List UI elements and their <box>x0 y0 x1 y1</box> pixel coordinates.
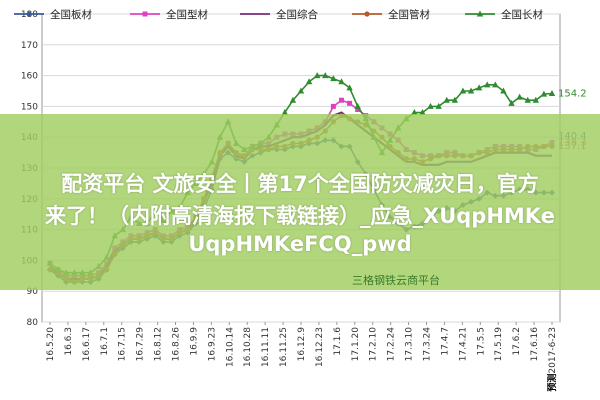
y-tick-label: 160 <box>21 72 38 82</box>
data-point <box>411 109 418 116</box>
data-point <box>508 99 515 106</box>
data-point <box>500 87 507 94</box>
data-point <box>532 96 540 103</box>
x-tick-label: 17.5.19 <box>494 327 504 362</box>
data-point <box>330 75 337 82</box>
legend-label: 全国综合 <box>276 8 318 21</box>
x-tick-label: 16.6.3 <box>64 327 74 356</box>
data-point <box>347 100 353 106</box>
x-tick-label: 16.5.20 <box>46 327 56 362</box>
x-tick-label: 16.9.9 <box>189 327 199 356</box>
x-tick-label: 16.9.23 <box>207 327 217 361</box>
data-point <box>492 81 499 88</box>
x-tick-label: 17.3.24 <box>423 327 433 362</box>
data-point <box>516 93 523 100</box>
data-point <box>330 103 336 109</box>
data-point <box>427 102 434 109</box>
end-value-label: 154.2 <box>558 88 587 99</box>
legend-swatch-marker <box>476 10 484 17</box>
x-tick-label: 16.12.23 <box>315 327 325 367</box>
data-point <box>313 72 321 79</box>
y-tick-label: 170 <box>21 41 38 51</box>
legend-label: 全国板材 <box>50 8 92 21</box>
x-tick-label: 17.6.16 <box>530 327 540 362</box>
data-point <box>346 84 353 91</box>
source-watermark: 三格钢铁云商平台 <box>352 274 440 287</box>
data-point <box>322 72 329 79</box>
data-point <box>475 84 483 91</box>
y-tick-label: 150 <box>21 102 38 112</box>
x-tick-label: 16.8.12 <box>154 327 164 361</box>
x-tick-label: 16.7.29 <box>136 327 146 362</box>
x-tick-label: 16.7.15 <box>118 327 128 361</box>
x-tick-label: 17.1.20 <box>351 327 361 362</box>
x-tick-label: 17.4.21 <box>458 327 468 361</box>
data-point <box>548 89 556 96</box>
x-tick-label: 17.4.7 <box>440 327 450 356</box>
x-tick-label: 17.2.10 <box>369 327 379 362</box>
x-tick-label: 17.6.2 <box>512 327 522 356</box>
legend-swatch-marker <box>364 11 370 17</box>
legend-swatch-marker <box>142 11 148 17</box>
legend-swatch-marker <box>26 11 32 17</box>
x-tick-label: 16.10.28 <box>243 327 253 367</box>
x-tick-label: 预测2017-6-23 <box>546 327 558 392</box>
data-point <box>305 78 313 85</box>
legend-label: 全国管材 <box>388 8 430 21</box>
x-tick-label: 16.11.25 <box>279 327 289 367</box>
x-tick-label: 17.2.24 <box>387 327 397 362</box>
x-tick-label: 16.6.17 <box>82 327 92 361</box>
data-point <box>289 96 297 103</box>
data-point <box>297 87 305 94</box>
x-tick-label: 17.5.5 <box>476 327 486 356</box>
data-point <box>467 87 475 94</box>
data-point <box>338 97 344 103</box>
y-tick-label: 80 <box>27 318 39 328</box>
data-point <box>540 90 548 97</box>
data-point <box>524 96 531 103</box>
overlay-line-1: 配资平台 文旅安全丨第17个全国防灾减灾日，官方 <box>61 172 539 196</box>
forecast-prefix: 预测 <box>546 374 558 392</box>
data-point <box>419 109 426 116</box>
data-point <box>459 87 467 94</box>
data-point <box>338 78 345 85</box>
legend-label: 全国型材 <box>166 8 208 21</box>
x-tick-label: 17.3.10 <box>405 327 415 362</box>
y-tick-label: 90 <box>27 287 39 297</box>
forecast-date: 2017-6-23 <box>548 327 558 374</box>
x-tick-label: 16.12.9 <box>297 327 307 362</box>
data-point <box>443 96 450 103</box>
data-point <box>451 96 459 103</box>
data-point <box>435 102 442 109</box>
data-point <box>354 102 361 109</box>
x-tick-label: 16.7.1 <box>100 327 110 356</box>
legend-label: 全国长材 <box>501 8 543 21</box>
x-tick-label: 17.1.6 <box>333 327 343 356</box>
overlay-line-2: 来了！（内附高清海报下载链接）_应急_XUqpHMKe <box>45 204 555 228</box>
data-point <box>484 81 491 88</box>
x-tick-label: 16.8.26 <box>172 327 182 362</box>
data-point <box>355 106 361 112</box>
x-tick-label: 16.10.14 <box>225 327 235 367</box>
ad-overlay-banner[interactable]: 配资平台 文旅安全丨第17个全国防灾减灾日，官方 来了！（内附高清海报下载链接）… <box>0 114 600 290</box>
data-point <box>281 109 289 116</box>
overlay-line-3: UqpHMKeFCQ_pwd <box>188 232 412 256</box>
x-tick-label: 16.11.11 <box>261 327 271 367</box>
